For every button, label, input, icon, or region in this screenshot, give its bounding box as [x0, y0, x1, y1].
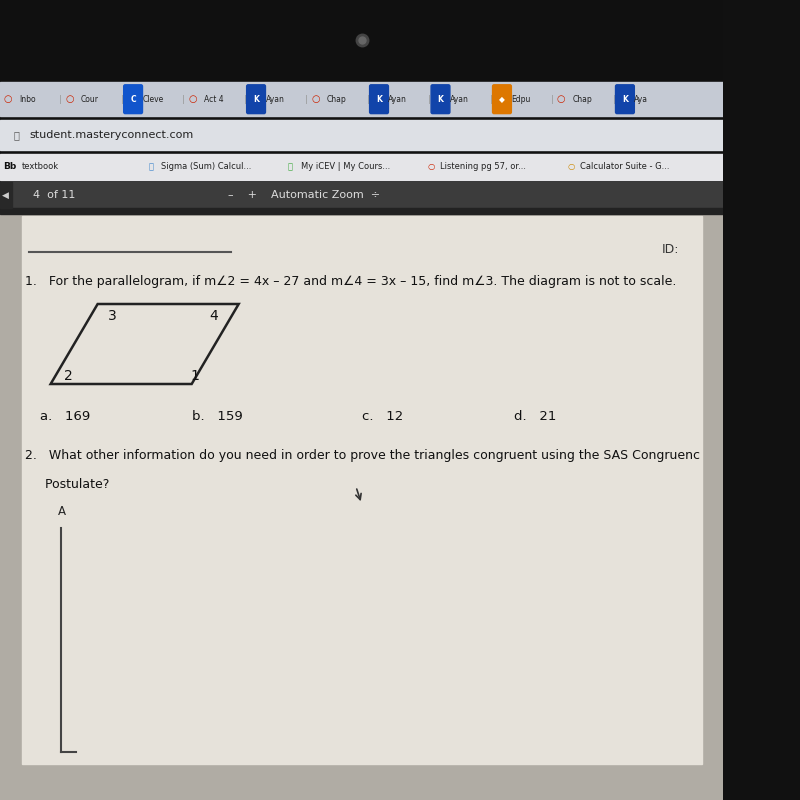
Text: 🌐: 🌐 — [288, 162, 293, 171]
Text: Edpu: Edpu — [511, 94, 530, 104]
FancyBboxPatch shape — [615, 85, 634, 114]
Text: textbook: textbook — [22, 162, 59, 171]
Text: 2.   What other information do you need in order to prove the triangles congruen: 2. What other information do you need in… — [26, 450, 700, 462]
Bar — [0, 120, 723, 150]
Text: 🌀: 🌀 — [148, 162, 154, 171]
Text: ○: ○ — [188, 94, 197, 104]
Text: |: | — [490, 94, 493, 104]
Text: ○: ○ — [65, 94, 74, 104]
Text: Ayan: Ayan — [450, 94, 469, 104]
Text: 4: 4 — [209, 309, 218, 323]
Text: 1.   For the parallelogram, if m∠2 = 4x – 27 and m∠4 = 3x – 15, find m∠3. The di: 1. For the parallelogram, if m∠2 = 4x – … — [26, 275, 677, 288]
Text: A: A — [58, 506, 66, 518]
Bar — [0, 0, 723, 80]
Text: |: | — [244, 94, 246, 104]
Text: |: | — [59, 94, 62, 104]
Text: c.   12: c. 12 — [362, 410, 403, 422]
FancyBboxPatch shape — [124, 85, 142, 114]
Bar — [0, 208, 723, 800]
Text: ◆: ◆ — [499, 94, 505, 104]
Text: |: | — [613, 94, 615, 104]
Text: Act 4: Act 4 — [204, 94, 223, 104]
Bar — [0, 182, 11, 208]
Bar — [22, 216, 702, 764]
Bar — [0, 154, 723, 180]
Text: K: K — [438, 94, 443, 104]
Text: Ayan: Ayan — [389, 94, 407, 104]
FancyBboxPatch shape — [493, 85, 511, 114]
Text: C: C — [130, 94, 136, 104]
FancyBboxPatch shape — [431, 85, 450, 114]
Text: My iCEV | My Cours...: My iCEV | My Cours... — [301, 162, 390, 171]
Text: ○: ○ — [311, 94, 319, 104]
Text: ○: ○ — [557, 94, 566, 104]
Text: ID:: ID: — [662, 243, 679, 256]
Text: 3: 3 — [108, 309, 117, 323]
Text: student.masteryconnect.com: student.masteryconnect.com — [29, 130, 193, 140]
Text: |: | — [551, 94, 554, 104]
Bar — [0, 182, 723, 208]
Text: –    +    Automatic Zoom  ÷: – + Automatic Zoom ÷ — [228, 190, 380, 200]
Text: Listening pg 57, or...: Listening pg 57, or... — [441, 162, 526, 171]
Text: 🔖: 🔖 — [13, 130, 19, 140]
Text: Sigma (Sum) Calcul...: Sigma (Sum) Calcul... — [162, 162, 252, 171]
Text: |: | — [121, 94, 124, 104]
Text: K: K — [622, 94, 628, 104]
Text: d.   21: d. 21 — [514, 410, 556, 422]
Text: Bb: Bb — [4, 162, 17, 171]
Text: 1: 1 — [191, 369, 200, 383]
Text: Cour: Cour — [81, 94, 99, 104]
Bar — [0, 208, 723, 214]
Text: |: | — [306, 94, 308, 104]
Text: ○: ○ — [427, 162, 434, 171]
FancyBboxPatch shape — [246, 85, 266, 114]
Text: K: K — [376, 94, 382, 104]
Text: b.   159: b. 159 — [192, 410, 242, 422]
Text: |: | — [366, 94, 370, 104]
Bar — [0, 82, 723, 116]
Text: ◀: ◀ — [2, 190, 10, 200]
Text: K: K — [253, 94, 259, 104]
Text: 2: 2 — [64, 369, 73, 383]
Text: Chap: Chap — [573, 94, 593, 104]
Text: ○: ○ — [4, 94, 12, 104]
FancyBboxPatch shape — [370, 85, 389, 114]
Text: Inbo: Inbo — [19, 94, 36, 104]
Text: |: | — [182, 94, 185, 104]
Text: ○: ○ — [567, 162, 574, 171]
Text: Aya: Aya — [634, 94, 648, 104]
Text: Postulate?: Postulate? — [26, 478, 110, 490]
Text: |: | — [428, 94, 431, 104]
Text: 4  of 11: 4 of 11 — [33, 190, 75, 200]
Text: Chap: Chap — [327, 94, 346, 104]
Text: Calculator Suite - G...: Calculator Suite - G... — [580, 162, 670, 171]
Text: Ayan: Ayan — [266, 94, 284, 104]
Text: a.   169: a. 169 — [40, 410, 90, 422]
Text: Cleve: Cleve — [142, 94, 164, 104]
